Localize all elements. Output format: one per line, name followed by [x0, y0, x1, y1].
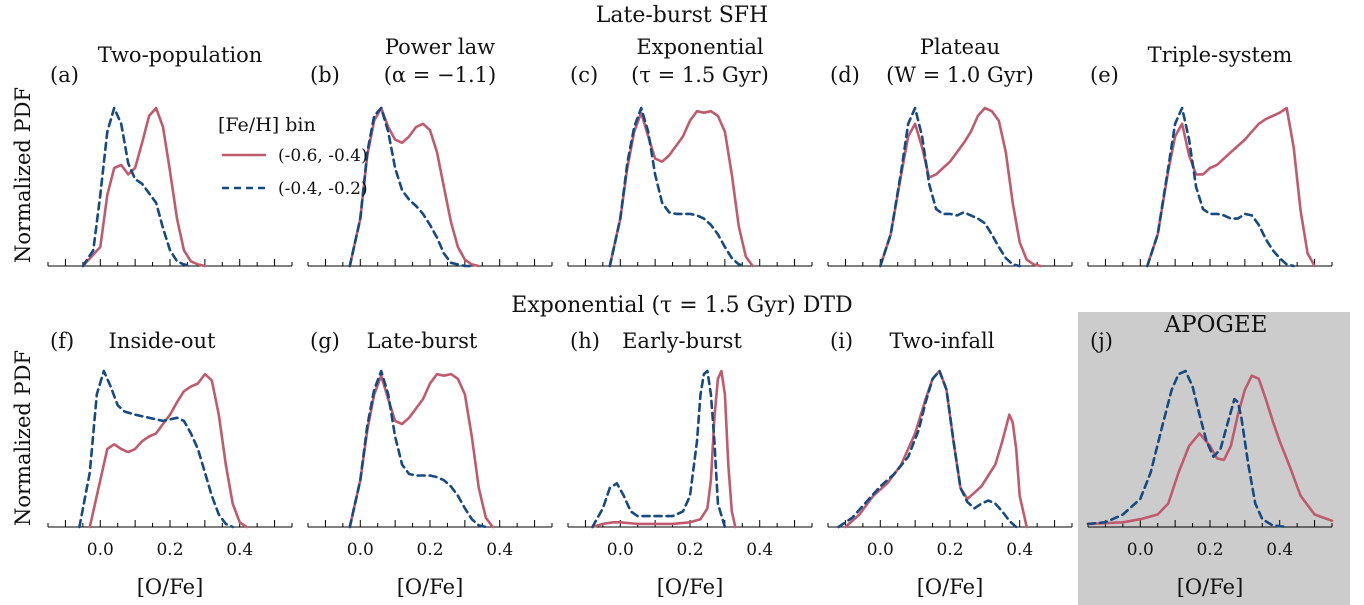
panel-a-letter: (a) — [50, 63, 79, 87]
text-layer: Late-burst SFH Exponential (τ = 1.5 Gyr)… — [11, 3, 1293, 599]
panel-e-title: Triple-system — [1148, 43, 1293, 67]
panel-f-x-axis-label: [O/Fe] — [137, 575, 204, 599]
panel-b-series-solid — [348, 106, 481, 268]
panel-h-x-axis-label: [O/Fe] — [657, 575, 724, 599]
panel-j-title: APOGEE — [1164, 312, 1268, 338]
panel-j-series-solid — [1086, 374, 1334, 526]
legend-entry-solid: (-0.6, -0.4) — [278, 146, 368, 166]
panel-d-series-solid — [879, 106, 1042, 268]
panel-a-series-dashed — [81, 106, 193, 268]
panel-d-subtitle: (W = 1.0 Gyr) — [886, 63, 1034, 87]
panel-c-title: Exponential — [636, 35, 763, 59]
panel-f-tick-label: 0.0 — [87, 540, 114, 560]
panel-j-background — [1078, 312, 1350, 605]
panel-a-series-solid — [81, 106, 207, 268]
y-axis-label-top: Normalized PDF — [11, 87, 35, 263]
panel-c-letter: (c) — [570, 63, 598, 87]
panel-g-tick-label: 0.4 — [486, 540, 513, 560]
y-axis-label-bottom: Normalized PDF — [11, 350, 35, 526]
panel-i-tick-label: 0.0 — [867, 540, 894, 560]
middle-title: Exponential (τ = 1.5 Gyr) DTD — [511, 293, 852, 318]
panel-a-title: Two-population — [98, 43, 263, 67]
panel-b-letter: (b) — [310, 63, 340, 87]
panel-f-tick-label: 0.2 — [156, 540, 183, 560]
legend-title: [Fe/H] bin — [218, 114, 316, 136]
panel-j-series-dashed — [1086, 369, 1288, 529]
panel-d-title: Plateau — [920, 35, 1000, 59]
panel-g-title: Late-burst — [367, 329, 478, 353]
panel-i-series-dashed — [837, 369, 1018, 529]
panel-b-series-dashed — [348, 106, 474, 268]
panel-i-title: Two-infall — [890, 329, 995, 353]
panel-j-letter: (j) — [1090, 329, 1113, 353]
panel-f-series-dashed — [78, 369, 234, 529]
panel-h-tick-label: 0.0 — [607, 540, 634, 560]
panel-j-tick-label: 0.4 — [1266, 540, 1293, 560]
panel-h-series-dashed — [591, 369, 727, 529]
panel-i-series-solid — [844, 369, 1028, 529]
panel-h-letter: (h) — [570, 329, 600, 353]
panel-j-tick-label: 0.0 — [1127, 540, 1154, 560]
panel-g-series-dashed — [348, 369, 488, 529]
legend: [Fe/H] bin (-0.6, -0.4) (-0.4, -0.2) — [218, 114, 368, 199]
panel-j-tick-label: 0.2 — [1196, 540, 1223, 560]
panel-e-letter: (e) — [1090, 63, 1119, 87]
panel-c-subtitle: (τ = 1.5 Gyr) — [631, 63, 769, 87]
panel-d-series-dashed — [879, 106, 1021, 268]
background-layer — [1078, 312, 1350, 605]
panel-d-letter: (d) — [830, 63, 860, 87]
panel-f-letter: (f) — [50, 329, 74, 353]
panel-f-title: Inside-out — [109, 329, 216, 353]
panel-e-series-solid — [1146, 106, 1316, 268]
panel-i-tick-label: 0.4 — [1006, 540, 1033, 560]
legend-entry-dashed: (-0.4, -0.2) — [278, 179, 368, 199]
panel-h-title: Early-burst — [622, 329, 742, 353]
panel-g-series-solid — [348, 372, 494, 529]
panel-c-series-solid — [608, 109, 754, 268]
panel-g-letter: (g) — [310, 329, 340, 353]
panel-c-series-dashed — [608, 106, 748, 268]
panel-i-tick-label: 0.2 — [936, 540, 963, 560]
panel-e-series-dashed — [1146, 106, 1295, 268]
panel-f-series-solid — [88, 372, 248, 529]
top-title: Late-burst SFH — [596, 3, 768, 28]
panel-g-x-axis-label: [O/Fe] — [397, 575, 464, 599]
panel-j-x-axis-label: [O/Fe] — [1177, 575, 1244, 599]
panel-i-x-axis-label: [O/Fe] — [917, 575, 984, 599]
panel-h-tick-label: 0.4 — [746, 540, 773, 560]
panel-i-letter: (i) — [830, 329, 853, 353]
series-layer — [78, 106, 1334, 529]
panel-g-tick-label: 0.2 — [416, 540, 443, 560]
panel-h-series-solid — [591, 369, 737, 529]
panel-g-tick-label: 0.0 — [347, 540, 374, 560]
panel-b-title: Power law — [385, 35, 495, 59]
panel-b-subtitle: (α = −1.1) — [384, 63, 497, 87]
panel-h-tick-label: 0.2 — [676, 540, 703, 560]
panel-f-tick-label: 0.4 — [226, 540, 253, 560]
